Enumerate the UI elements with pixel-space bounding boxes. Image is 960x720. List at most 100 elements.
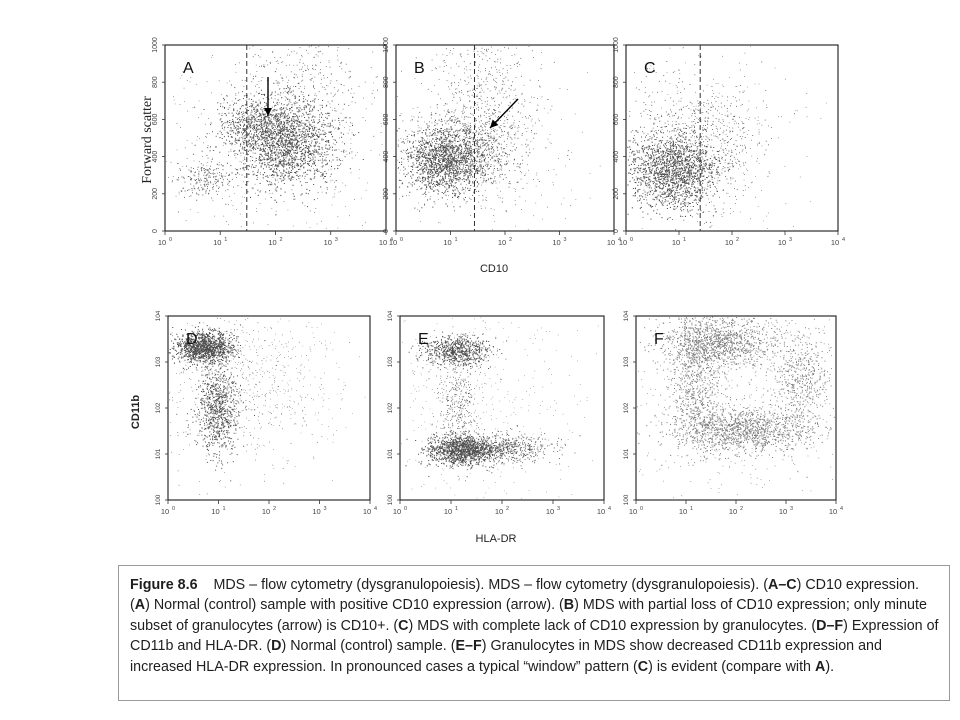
x-tick-label: 10 bbox=[779, 507, 787, 516]
x-tick-exponent: 2 bbox=[740, 506, 743, 512]
panel-letter: B bbox=[414, 60, 425, 77]
x-tick-exponent: 4 bbox=[374, 506, 377, 512]
y-tick-label: 100 bbox=[155, 494, 162, 505]
x-tick-exponent: 3 bbox=[790, 506, 793, 512]
x-tick-exponent: 2 bbox=[509, 237, 512, 243]
x-tick-exponent: 3 bbox=[324, 506, 327, 512]
x-tick-exponent: 1 bbox=[690, 506, 693, 512]
bottom-x-axis-title: HLA-DR bbox=[476, 533, 517, 545]
x-tick-label: 10 bbox=[161, 507, 169, 516]
arrow-panel-a-head bbox=[264, 108, 272, 116]
x-tick-label: 10 bbox=[725, 238, 733, 247]
figure-caption-box: Figure 8.6 MDS – flow cytometry (dysgran… bbox=[118, 565, 950, 701]
caption-body: (A–C) CD10 expression. (A) Normal (contr… bbox=[130, 577, 939, 675]
x-tick-label: 10 bbox=[312, 507, 320, 516]
y-tick-label: 100 bbox=[623, 494, 630, 505]
x-tick-label: 10 bbox=[324, 238, 332, 247]
x-tick-label: 10 bbox=[672, 238, 680, 247]
y-tick-label: 200 bbox=[613, 188, 620, 200]
y-tick-label: 200 bbox=[383, 188, 390, 200]
caption-fragment: ) MDS with complete lack of CD10 express… bbox=[408, 617, 817, 634]
y-tick-label: 0 bbox=[383, 229, 390, 233]
x-tick-exponent: 3 bbox=[557, 506, 560, 512]
y-tick-label: 400 bbox=[383, 151, 390, 163]
y-tick-label: 1000 bbox=[383, 37, 390, 53]
x-tick-label: 10 bbox=[546, 507, 554, 516]
y-tick-label: 104 bbox=[387, 310, 394, 321]
caption-panel-ref: E–F bbox=[455, 638, 482, 655]
x-tick-exponent: 4 bbox=[390, 237, 393, 243]
x-tick-label: 10 bbox=[379, 238, 387, 247]
x-tick-exponent: 0 bbox=[640, 506, 643, 512]
x-tick-exponent: 1 bbox=[455, 237, 458, 243]
panel-letter: E bbox=[418, 331, 429, 348]
y-tick-label: 102 bbox=[387, 402, 394, 413]
x-tick-exponent: 2 bbox=[736, 237, 739, 243]
caption-fragment: ) is evident (compare with bbox=[648, 658, 815, 675]
x-tick-label: 10 bbox=[597, 507, 605, 516]
top-y-axis-title: Forward scatter bbox=[140, 96, 155, 184]
y-tick-label: 1000 bbox=[152, 37, 159, 53]
y-tick-label: 103 bbox=[387, 356, 394, 367]
caption-fragment: ). bbox=[825, 658, 835, 675]
x-tick-label: 10 bbox=[498, 238, 506, 247]
caption-panel-ref: C bbox=[637, 658, 649, 675]
x-tick-label: 10 bbox=[363, 507, 371, 516]
caption-panel-ref: B bbox=[563, 597, 575, 614]
x-tick-exponent: 0 bbox=[172, 506, 175, 512]
x-tick-label: 10 bbox=[629, 507, 637, 516]
y-tick-label: 102 bbox=[155, 402, 162, 413]
y-tick-label: 101 bbox=[387, 448, 394, 459]
panel-letter: F bbox=[654, 331, 664, 348]
y-tick-label: 800 bbox=[152, 76, 159, 88]
x-tick-exponent: 1 bbox=[223, 506, 226, 512]
plot-frame bbox=[399, 315, 605, 501]
y-tick-label: 104 bbox=[623, 310, 630, 321]
caption-fragment: ) Normal (control) sample. ( bbox=[281, 638, 456, 655]
x-tick-exponent: 0 bbox=[400, 237, 403, 243]
x-tick-label: 10 bbox=[495, 507, 503, 516]
caption-fragment: ) Expression of CD11b and HLA-DR. ( bbox=[130, 617, 939, 655]
x-tick-exponent: 1 bbox=[224, 237, 227, 243]
y-tick-label: 200 bbox=[152, 188, 159, 200]
plot-frame bbox=[625, 44, 839, 232]
x-tick-label: 10 bbox=[268, 238, 276, 247]
arrow-panel-b-head bbox=[490, 119, 499, 128]
y-tick-label: 800 bbox=[613, 76, 620, 88]
x-tick-label: 10 bbox=[607, 238, 615, 247]
scatter-events bbox=[401, 317, 599, 499]
x-tick-exponent: 2 bbox=[273, 506, 276, 512]
y-tick-label: 0 bbox=[613, 229, 620, 233]
caption-fragment: ) Granulocytes in MDS show decreased CD1… bbox=[130, 638, 882, 675]
x-tick-exponent: 0 bbox=[169, 237, 172, 243]
x-tick-label: 10 bbox=[393, 507, 401, 516]
y-tick-label: 600 bbox=[152, 113, 159, 125]
caption-panel-ref: C bbox=[398, 617, 409, 634]
caption-lead: MDS – flow cytometry (dysgranulopoiesis)… bbox=[213, 577, 760, 593]
y-tick-label: 1000 bbox=[613, 37, 620, 53]
y-tick-label: 101 bbox=[623, 448, 630, 459]
caption-fragment: ( bbox=[759, 577, 769, 593]
x-tick-exponent: 4 bbox=[608, 506, 611, 512]
x-tick-label: 10 bbox=[211, 507, 219, 516]
x-tick-label: 10 bbox=[729, 507, 737, 516]
y-tick-label: 101 bbox=[155, 448, 162, 459]
x-tick-label: 10 bbox=[679, 507, 687, 516]
caption-panel-ref: D–F bbox=[816, 617, 844, 634]
x-tick-label: 10 bbox=[552, 238, 560, 247]
figure-caption: Figure 8.6 MDS – flow cytometry (dysgran… bbox=[130, 575, 941, 677]
panel-letter: C bbox=[644, 60, 656, 77]
caption-fragment: ) MDS with partial loss of CD10 expressi… bbox=[130, 597, 927, 634]
x-tick-exponent: 0 bbox=[404, 506, 407, 512]
x-tick-label: 10 bbox=[443, 238, 451, 247]
scatter-events bbox=[637, 316, 835, 499]
x-tick-exponent: 1 bbox=[683, 237, 686, 243]
x-tick-label: 10 bbox=[389, 238, 397, 247]
scatter-events bbox=[396, 46, 613, 230]
scatter-events bbox=[168, 317, 366, 495]
